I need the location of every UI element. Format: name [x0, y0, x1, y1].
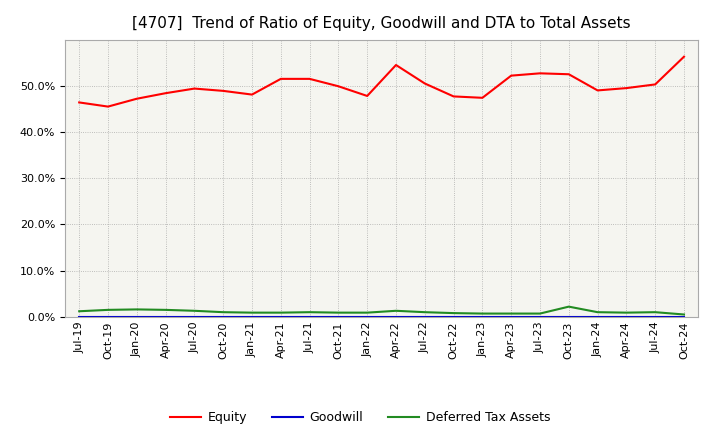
- Equity: [104, 104, 112, 109]
- Equity: [75, 100, 84, 105]
- Goodwill: [564, 314, 573, 319]
- Goodwill: [248, 314, 256, 319]
- Deferred Tax Assets: [392, 308, 400, 313]
- Goodwill: [75, 314, 84, 319]
- Deferred Tax Assets: [132, 307, 141, 312]
- Equity: [219, 88, 228, 94]
- Deferred Tax Assets: [161, 307, 170, 312]
- Goodwill: [507, 314, 516, 319]
- Equity: [363, 93, 372, 99]
- Deferred Tax Assets: [449, 311, 458, 316]
- Goodwill: [593, 314, 602, 319]
- Equity: [132, 96, 141, 101]
- Equity: [420, 81, 429, 86]
- Deferred Tax Assets: [536, 311, 544, 316]
- Equity: [478, 95, 487, 100]
- Deferred Tax Assets: [334, 310, 343, 315]
- Deferred Tax Assets: [651, 309, 660, 315]
- Goodwill: [219, 314, 228, 319]
- Deferred Tax Assets: [219, 309, 228, 315]
- Goodwill: [363, 314, 372, 319]
- Deferred Tax Assets: [190, 308, 199, 313]
- Equity: [564, 72, 573, 77]
- Equity: [305, 76, 314, 81]
- Goodwill: [334, 314, 343, 319]
- Equity: [536, 71, 544, 76]
- Deferred Tax Assets: [622, 310, 631, 315]
- Goodwill: [276, 314, 285, 319]
- Goodwill: [104, 314, 112, 319]
- Deferred Tax Assets: [478, 311, 487, 316]
- Line: Deferred Tax Assets: Deferred Tax Assets: [79, 307, 684, 315]
- Deferred Tax Assets: [593, 309, 602, 315]
- Goodwill: [622, 314, 631, 319]
- Equity: [248, 92, 256, 97]
- Goodwill: [680, 314, 688, 319]
- Goodwill: [449, 314, 458, 319]
- Equity: [190, 86, 199, 91]
- Goodwill: [536, 314, 544, 319]
- Deferred Tax Assets: [75, 308, 84, 314]
- Goodwill: [305, 314, 314, 319]
- Goodwill: [651, 314, 660, 319]
- Goodwill: [420, 314, 429, 319]
- Deferred Tax Assets: [276, 310, 285, 315]
- Equity: [161, 91, 170, 96]
- Equity: [680, 54, 688, 59]
- Deferred Tax Assets: [507, 311, 516, 316]
- Equity: [651, 82, 660, 87]
- Deferred Tax Assets: [363, 310, 372, 315]
- Deferred Tax Assets: [680, 312, 688, 317]
- Equity: [593, 88, 602, 93]
- Deferred Tax Assets: [420, 309, 429, 315]
- Equity: [276, 76, 285, 81]
- Deferred Tax Assets: [564, 304, 573, 309]
- Title: [4707]  Trend of Ratio of Equity, Goodwill and DTA to Total Assets: [4707] Trend of Ratio of Equity, Goodwil…: [132, 16, 631, 32]
- Goodwill: [392, 314, 400, 319]
- Equity: [507, 73, 516, 78]
- Equity: [449, 94, 458, 99]
- Deferred Tax Assets: [104, 307, 112, 312]
- Goodwill: [132, 314, 141, 319]
- Equity: [334, 84, 343, 89]
- Goodwill: [478, 314, 487, 319]
- Equity: [622, 85, 631, 91]
- Goodwill: [161, 314, 170, 319]
- Line: Equity: Equity: [79, 57, 684, 106]
- Goodwill: [190, 314, 199, 319]
- Deferred Tax Assets: [248, 310, 256, 315]
- Deferred Tax Assets: [305, 309, 314, 315]
- Legend: Equity, Goodwill, Deferred Tax Assets: Equity, Goodwill, Deferred Tax Assets: [165, 407, 555, 429]
- Equity: [392, 62, 400, 68]
